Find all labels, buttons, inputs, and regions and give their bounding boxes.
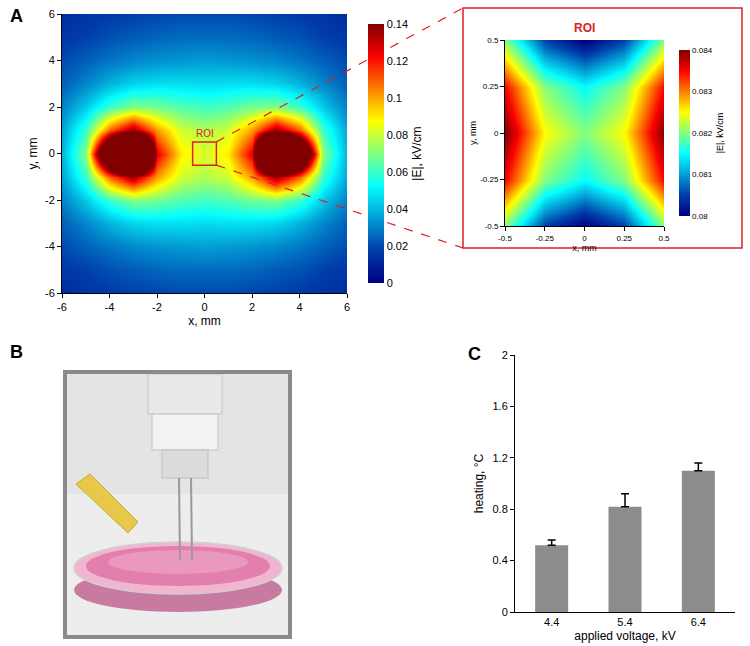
svg-text:0.1: 0.1 — [387, 92, 402, 104]
svg-text:0.5: 0.5 — [658, 234, 670, 243]
svg-text:0.14: 0.14 — [387, 18, 408, 30]
svg-text:-6: -6 — [57, 301, 67, 313]
svg-text:x, mm: x, mm — [572, 243, 597, 253]
svg-text:-4: -4 — [105, 301, 115, 313]
svg-text:1.6: 1.6 — [493, 400, 508, 412]
svg-text:0: 0 — [502, 606, 508, 618]
svg-text:|E|, kV/cm: |E|, kV/cm — [410, 126, 424, 180]
svg-text:4: 4 — [296, 301, 302, 313]
svg-text:0: 0 — [582, 234, 587, 243]
svg-text:-2: -2 — [152, 301, 162, 313]
svg-text:2: 2 — [249, 301, 255, 313]
svg-text:0: 0 — [387, 277, 393, 289]
svg-text:applied voltage, kV: applied voltage, kV — [574, 629, 675, 643]
svg-text:0.082: 0.082 — [692, 129, 713, 138]
svg-text:ROI: ROI — [574, 21, 595, 35]
svg-text:0.4: 0.4 — [493, 554, 508, 566]
svg-text:0.08: 0.08 — [387, 129, 408, 141]
svg-text:0.06: 0.06 — [387, 166, 408, 178]
svg-text:2: 2 — [502, 349, 508, 361]
svg-text:-0.25: -0.25 — [536, 234, 555, 243]
svg-text:0.083: 0.083 — [692, 87, 713, 96]
svg-text:0.25: 0.25 — [616, 234, 632, 243]
svg-text:-0.5: -0.5 — [485, 222, 499, 231]
svg-text:2: 2 — [49, 101, 55, 113]
svg-text:6.4: 6.4 — [691, 616, 706, 628]
svg-text:0.04: 0.04 — [387, 203, 408, 215]
svg-text:0: 0 — [49, 147, 55, 159]
svg-text:heating, °C: heating, °C — [472, 453, 486, 513]
svg-text:0.081: 0.081 — [692, 170, 713, 179]
svg-text:-6: -6 — [45, 287, 55, 299]
svg-text:-4: -4 — [45, 240, 55, 252]
svg-text:0.12: 0.12 — [387, 55, 408, 67]
svg-text:A: A — [10, 6, 23, 26]
svg-text:0.02: 0.02 — [387, 240, 408, 252]
svg-text:-0.5: -0.5 — [498, 234, 512, 243]
svg-text:0.084: 0.084 — [692, 46, 713, 55]
svg-text:0.08: 0.08 — [692, 212, 708, 221]
svg-text:0: 0 — [201, 301, 207, 313]
svg-text:0.25: 0.25 — [483, 82, 499, 91]
svg-text:6: 6 — [49, 8, 55, 20]
svg-text:y, mm: y, mm — [26, 138, 40, 170]
svg-text:B: B — [10, 342, 23, 362]
svg-text:0.8: 0.8 — [493, 503, 508, 515]
svg-text:ROI: ROI — [196, 128, 214, 139]
svg-text:6: 6 — [344, 301, 350, 313]
svg-text:C: C — [468, 344, 481, 364]
svg-text:4.4: 4.4 — [544, 616, 559, 628]
svg-text:0: 0 — [494, 129, 499, 138]
svg-text:-2: -2 — [45, 194, 55, 206]
svg-text:1.2: 1.2 — [493, 452, 508, 464]
svg-text:5.4: 5.4 — [617, 616, 632, 628]
svg-text:4: 4 — [49, 54, 55, 66]
svg-text:|E|, kV/cm: |E|, kV/cm — [715, 113, 725, 154]
svg-text:0.5: 0.5 — [487, 36, 499, 45]
svg-text:-0.25: -0.25 — [480, 175, 499, 184]
svg-text:x, mm: x, mm — [188, 314, 221, 328]
svg-text:y, mm: y, mm — [468, 121, 478, 145]
